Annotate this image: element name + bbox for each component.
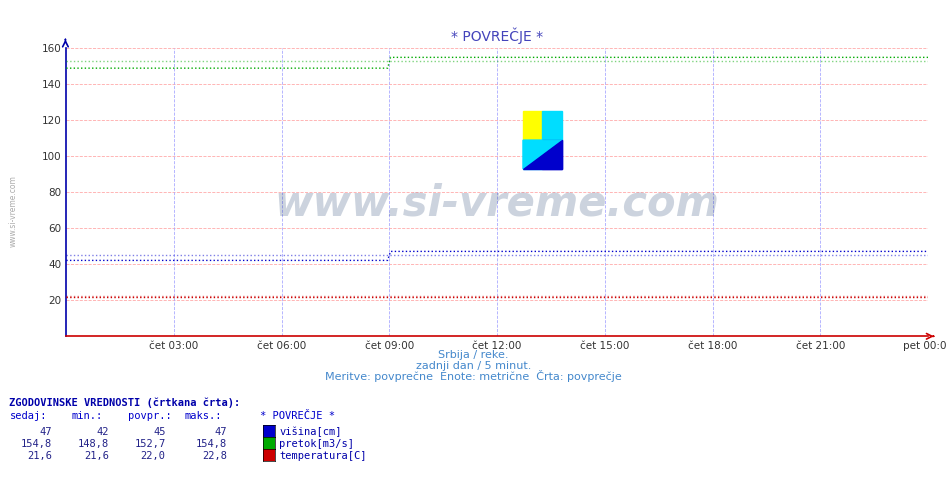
Polygon shape: [523, 140, 562, 169]
Text: 154,8: 154,8: [196, 439, 227, 449]
Text: Srbija / reke.: Srbija / reke.: [438, 349, 509, 360]
Text: * POVREČJE *: * POVREČJE *: [260, 411, 335, 421]
Text: zadnji dan / 5 minut.: zadnji dan / 5 minut.: [416, 360, 531, 371]
Text: min.:: min.:: [71, 411, 102, 421]
Bar: [523, 140, 543, 169]
Text: 152,7: 152,7: [134, 439, 166, 449]
Text: 42: 42: [97, 427, 109, 437]
Text: pretok[m3/s]: pretok[m3/s]: [279, 439, 354, 449]
Bar: [543, 111, 562, 140]
Text: temperatura[C]: temperatura[C]: [279, 451, 366, 461]
Polygon shape: [523, 140, 562, 169]
Text: www.si-vreme.com: www.si-vreme.com: [9, 175, 18, 247]
Text: www.si-vreme.com: www.si-vreme.com: [275, 182, 720, 225]
Bar: [523, 111, 543, 140]
Text: 45: 45: [153, 427, 166, 437]
Text: maks.:: maks.:: [185, 411, 223, 421]
Text: 47: 47: [215, 427, 227, 437]
Text: 22,8: 22,8: [203, 451, 227, 461]
Text: sedaj:: sedaj:: [9, 411, 47, 421]
Bar: [543, 140, 562, 169]
Text: 21,6: 21,6: [27, 451, 52, 461]
Text: 154,8: 154,8: [21, 439, 52, 449]
Text: 21,6: 21,6: [84, 451, 109, 461]
Text: povpr.:: povpr.:: [128, 411, 171, 421]
Text: višina[cm]: višina[cm]: [279, 426, 342, 437]
Text: 22,0: 22,0: [141, 451, 166, 461]
Title: * POVREČJE *: * POVREČJE *: [451, 27, 544, 44]
Text: Meritve: povprečne  Enote: metrične  Črta: povprečje: Meritve: povprečne Enote: metrične Črta:…: [325, 370, 622, 382]
Text: 47: 47: [40, 427, 52, 437]
Text: 148,8: 148,8: [78, 439, 109, 449]
Text: ZGODOVINSKE VREDNOSTI (črtkana črta):: ZGODOVINSKE VREDNOSTI (črtkana črta):: [9, 397, 241, 408]
